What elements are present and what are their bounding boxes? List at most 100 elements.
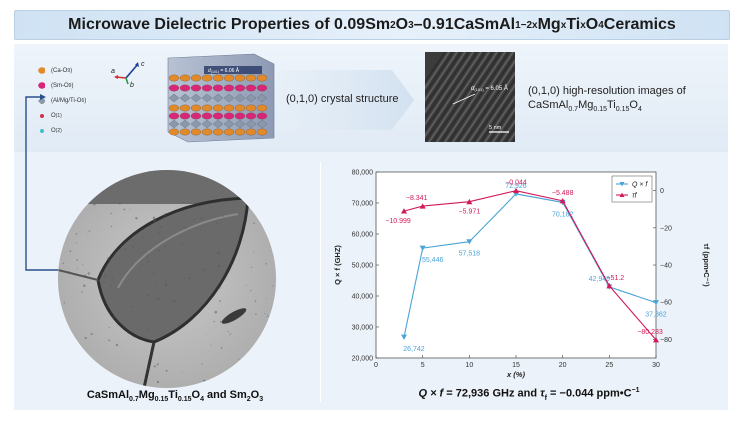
grain-speckle — [176, 264, 178, 266]
grain-speckle — [110, 212, 112, 215]
title-part: Microwave Dielectric Properties of 0.09S… — [68, 16, 391, 33]
grain-speckle — [265, 263, 267, 265]
grain-speckle — [205, 234, 207, 236]
grain-speckle — [83, 284, 86, 287]
x-tick-label: 10 — [465, 362, 473, 369]
grain-speckle — [123, 208, 126, 211]
sm-layer-polyhedron — [223, 112, 235, 120]
lattice-fringe — [425, 52, 474, 126]
data-point-tauf — [401, 208, 407, 214]
grain-speckle — [130, 305, 133, 308]
ca-layer-polyhedron — [234, 128, 246, 136]
y-right-tick-label: −40 — [660, 263, 672, 270]
lattice-fringe — [484, 95, 515, 142]
ca-polyhedron-icon — [38, 67, 45, 74]
grain-speckle — [62, 262, 65, 265]
grain-speckle — [188, 276, 191, 279]
legend-label: (Sm-O — [51, 82, 69, 89]
lattice-fringe — [425, 52, 462, 108]
grain-speckle — [87, 272, 91, 275]
grain-speckle — [152, 216, 156, 220]
lattice-fringe — [432, 52, 494, 142]
data-label-qf: 26,742 — [403, 346, 425, 353]
data-label-tauf: −51.2 — [606, 275, 624, 282]
lattice-fringe — [452, 52, 514, 142]
sm-layer-polyhedron — [245, 112, 257, 120]
grain-speckle — [217, 264, 221, 268]
crystal-structure-image: d(101) = 6.06 Å — [167, 53, 275, 143]
grain-speckle — [218, 287, 221, 289]
data-point-tauf — [653, 337, 659, 343]
lattice-fringe — [468, 71, 515, 142]
ca-layer-polyhedron — [256, 74, 268, 82]
legend-tail: ) — [71, 82, 74, 89]
grain-speckle — [214, 310, 218, 314]
lattice-fringe — [472, 77, 515, 142]
grain-speckle — [152, 219, 156, 222]
grain-speckle — [266, 315, 269, 317]
data-label-tauf: −8.341 — [406, 195, 428, 202]
lattice-fringe — [456, 53, 515, 142]
ca-layer-polyhedron — [256, 104, 268, 112]
grain-speckle — [191, 302, 193, 304]
grain-speckle — [156, 380, 160, 384]
sm-layer-polyhedron — [256, 84, 268, 92]
title-part: Mg — [537, 16, 561, 33]
legend-label: (Ca-O — [51, 67, 68, 74]
grain-speckle — [108, 327, 110, 329]
data-point-tauf — [513, 187, 519, 194]
grain-speckle — [203, 268, 206, 271]
legend-sub: 9 — [68, 82, 72, 89]
grain-speckle — [253, 222, 255, 225]
legend-tail: ) — [84, 97, 87, 104]
lattice-fringe — [425, 52, 482, 138]
data-point-qf — [419, 245, 426, 251]
grain-speckle — [108, 339, 110, 341]
y-right-tick-label: −60 — [660, 300, 672, 307]
grain-speckle — [190, 274, 192, 276]
grain-speckle — [75, 233, 78, 235]
grain-speckle — [222, 215, 224, 218]
grain-speckle — [76, 259, 78, 261]
grain-speckle — [238, 236, 240, 238]
grain-speckle — [147, 294, 150, 297]
sm-layer-polyhedron — [179, 112, 191, 120]
grain-speckle — [220, 320, 222, 323]
data-point-qf — [401, 334, 407, 340]
octahedron-icon — [38, 97, 45, 104]
y-left-tick-label: 30,000 — [352, 325, 374, 332]
grain-speckle — [110, 284, 113, 287]
grain-speckle — [155, 284, 157, 286]
x-tick-label: 15 — [512, 362, 520, 369]
ca-layer-polyhedron — [256, 128, 268, 136]
x-tick-label: 20 — [559, 362, 567, 369]
legend-item-ca-o9: (Ca-O 9) — [38, 63, 86, 78]
sm-layer-polyhedron — [212, 112, 224, 120]
grain-speckle — [152, 272, 155, 275]
grain-speckle — [98, 280, 101, 282]
o1-atom-icon — [40, 114, 44, 118]
grain-speckle — [200, 217, 203, 219]
data-point-tauf — [606, 283, 613, 289]
grain-speckle — [117, 268, 119, 270]
grain-speckle — [272, 285, 274, 287]
grain-speckle — [219, 300, 221, 302]
grain-speckle — [124, 247, 127, 250]
chart-caption: Q × f = 72,936 GHz and τf = −0.044 ppm•C… — [418, 387, 640, 402]
sm-layer-polyhedron — [201, 84, 213, 92]
grain-speckle — [201, 293, 203, 295]
title-part: 1−2x — [515, 19, 538, 31]
data-label-tauf: −10.999 — [385, 218, 411, 225]
sm-layer-polyhedron — [212, 84, 224, 92]
lattice-fringe — [425, 52, 446, 84]
grain-speckle — [250, 289, 252, 292]
lattice-fringe — [425, 52, 486, 142]
ca-layer-polyhedron — [234, 104, 246, 112]
o2-atom-icon — [40, 129, 44, 133]
hrtem-caption-line1: (0,1,0) high-resolution images of — [528, 85, 686, 97]
lattice-fringe — [436, 52, 498, 142]
grain-speckle — [194, 271, 197, 273]
grain-speckle — [110, 225, 113, 228]
x-tick-label: 5 — [421, 362, 425, 369]
